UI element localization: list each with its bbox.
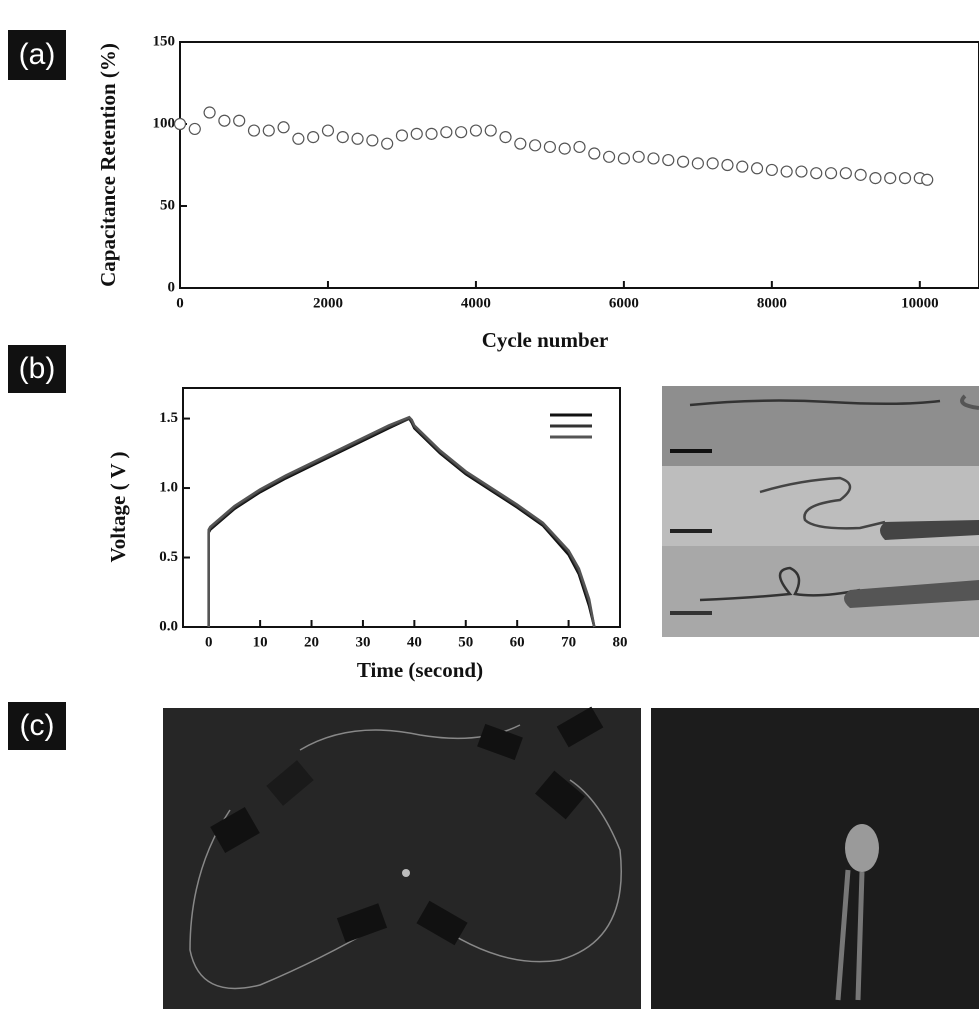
data-point [617,152,630,165]
data-point [218,114,231,127]
data-point [484,124,497,137]
y-tick-label: 100 [153,115,176,131]
data-point [810,167,823,180]
x-tick-label: 80 [613,634,628,650]
data-point [262,124,275,137]
y-tick-label: 0.0 [159,618,178,634]
data-point [884,172,897,185]
x-tick-label: 60 [510,634,525,650]
data-point [765,163,778,177]
data-point [780,165,793,178]
data-point [292,132,305,145]
plot-frame [182,387,621,628]
data-point [558,142,571,155]
data-point [736,160,749,173]
data-point [676,155,690,168]
line-series [207,416,596,628]
data-point [869,172,882,185]
panel-label-box [8,30,66,80]
x-tick-label: 50 [458,634,473,650]
data-point [529,139,542,152]
data-point [336,131,349,144]
x-tick-label: 4000 [461,295,491,311]
y-axis-label: Capacitance Retention (%) [96,43,120,287]
data-point [440,126,453,139]
fiber-photo [662,386,979,637]
data-point [173,117,187,131]
data-point [351,132,364,145]
data-point [425,127,438,140]
x-tick-label: 8000 [757,295,787,311]
plot-frame [179,41,979,289]
y-tick-label: 0 [168,279,176,295]
x-tick-label: 40 [407,634,422,650]
x-tick-label: 0 [205,634,213,650]
data-point [277,121,290,134]
data-point [188,122,201,136]
y-tick-label: 50 [160,197,175,213]
data-point [921,173,934,186]
panel-label-box [8,702,66,750]
x-tick-label: 6000 [609,295,639,311]
data-point [381,137,394,150]
data-point [647,152,660,165]
circuit-photo [163,706,979,1009]
x-tick-label: 70 [561,634,576,650]
data-point [795,165,808,178]
panel-label: (c) [20,709,55,742]
data-point [662,153,675,167]
data-point [824,167,838,180]
panel-label: (b) [19,352,56,385]
x-axis-label: Cycle number [482,328,609,352]
data-point [706,157,719,170]
data-point [750,162,764,175]
data-point [632,150,645,163]
data-point [455,126,468,139]
y-tick-label: 0.5 [159,549,178,565]
data-point [573,140,586,154]
data-point [247,124,261,137]
data-point [543,140,557,154]
panel-label-box [8,345,66,393]
data-point [499,131,512,144]
line-series [207,417,596,628]
x-tick-label: 10 [253,634,268,650]
x-tick-label: 2000 [313,295,343,311]
x-tick-label: 30 [355,634,370,650]
data-point [691,157,704,170]
data-point [410,127,423,140]
x-tick-label: 0 [176,295,184,311]
panel-label: (a) [19,38,56,71]
data-point [721,158,734,172]
data-point [395,129,409,142]
y-tick-label: 150 [153,33,176,49]
data-point [514,137,527,150]
y-tick-label: 1.0 [159,479,178,495]
data-point [839,167,852,180]
data-point [588,147,601,160]
data-point [307,131,320,144]
y-tick-label: 1.5 [159,410,178,426]
data-point [469,124,483,137]
data-point [203,106,216,119]
x-tick-label: 10000 [901,295,939,311]
y-axis-label: Voltage ( V ) [106,451,130,562]
data-point [854,168,867,181]
data-point [602,150,616,163]
data-point [366,134,379,147]
line-series [207,415,596,628]
data-point [321,124,335,137]
data-point [233,114,246,127]
data-point [898,172,912,185]
x-axis-label: Time (second) [357,658,483,682]
x-tick-label: 20 [304,634,319,650]
